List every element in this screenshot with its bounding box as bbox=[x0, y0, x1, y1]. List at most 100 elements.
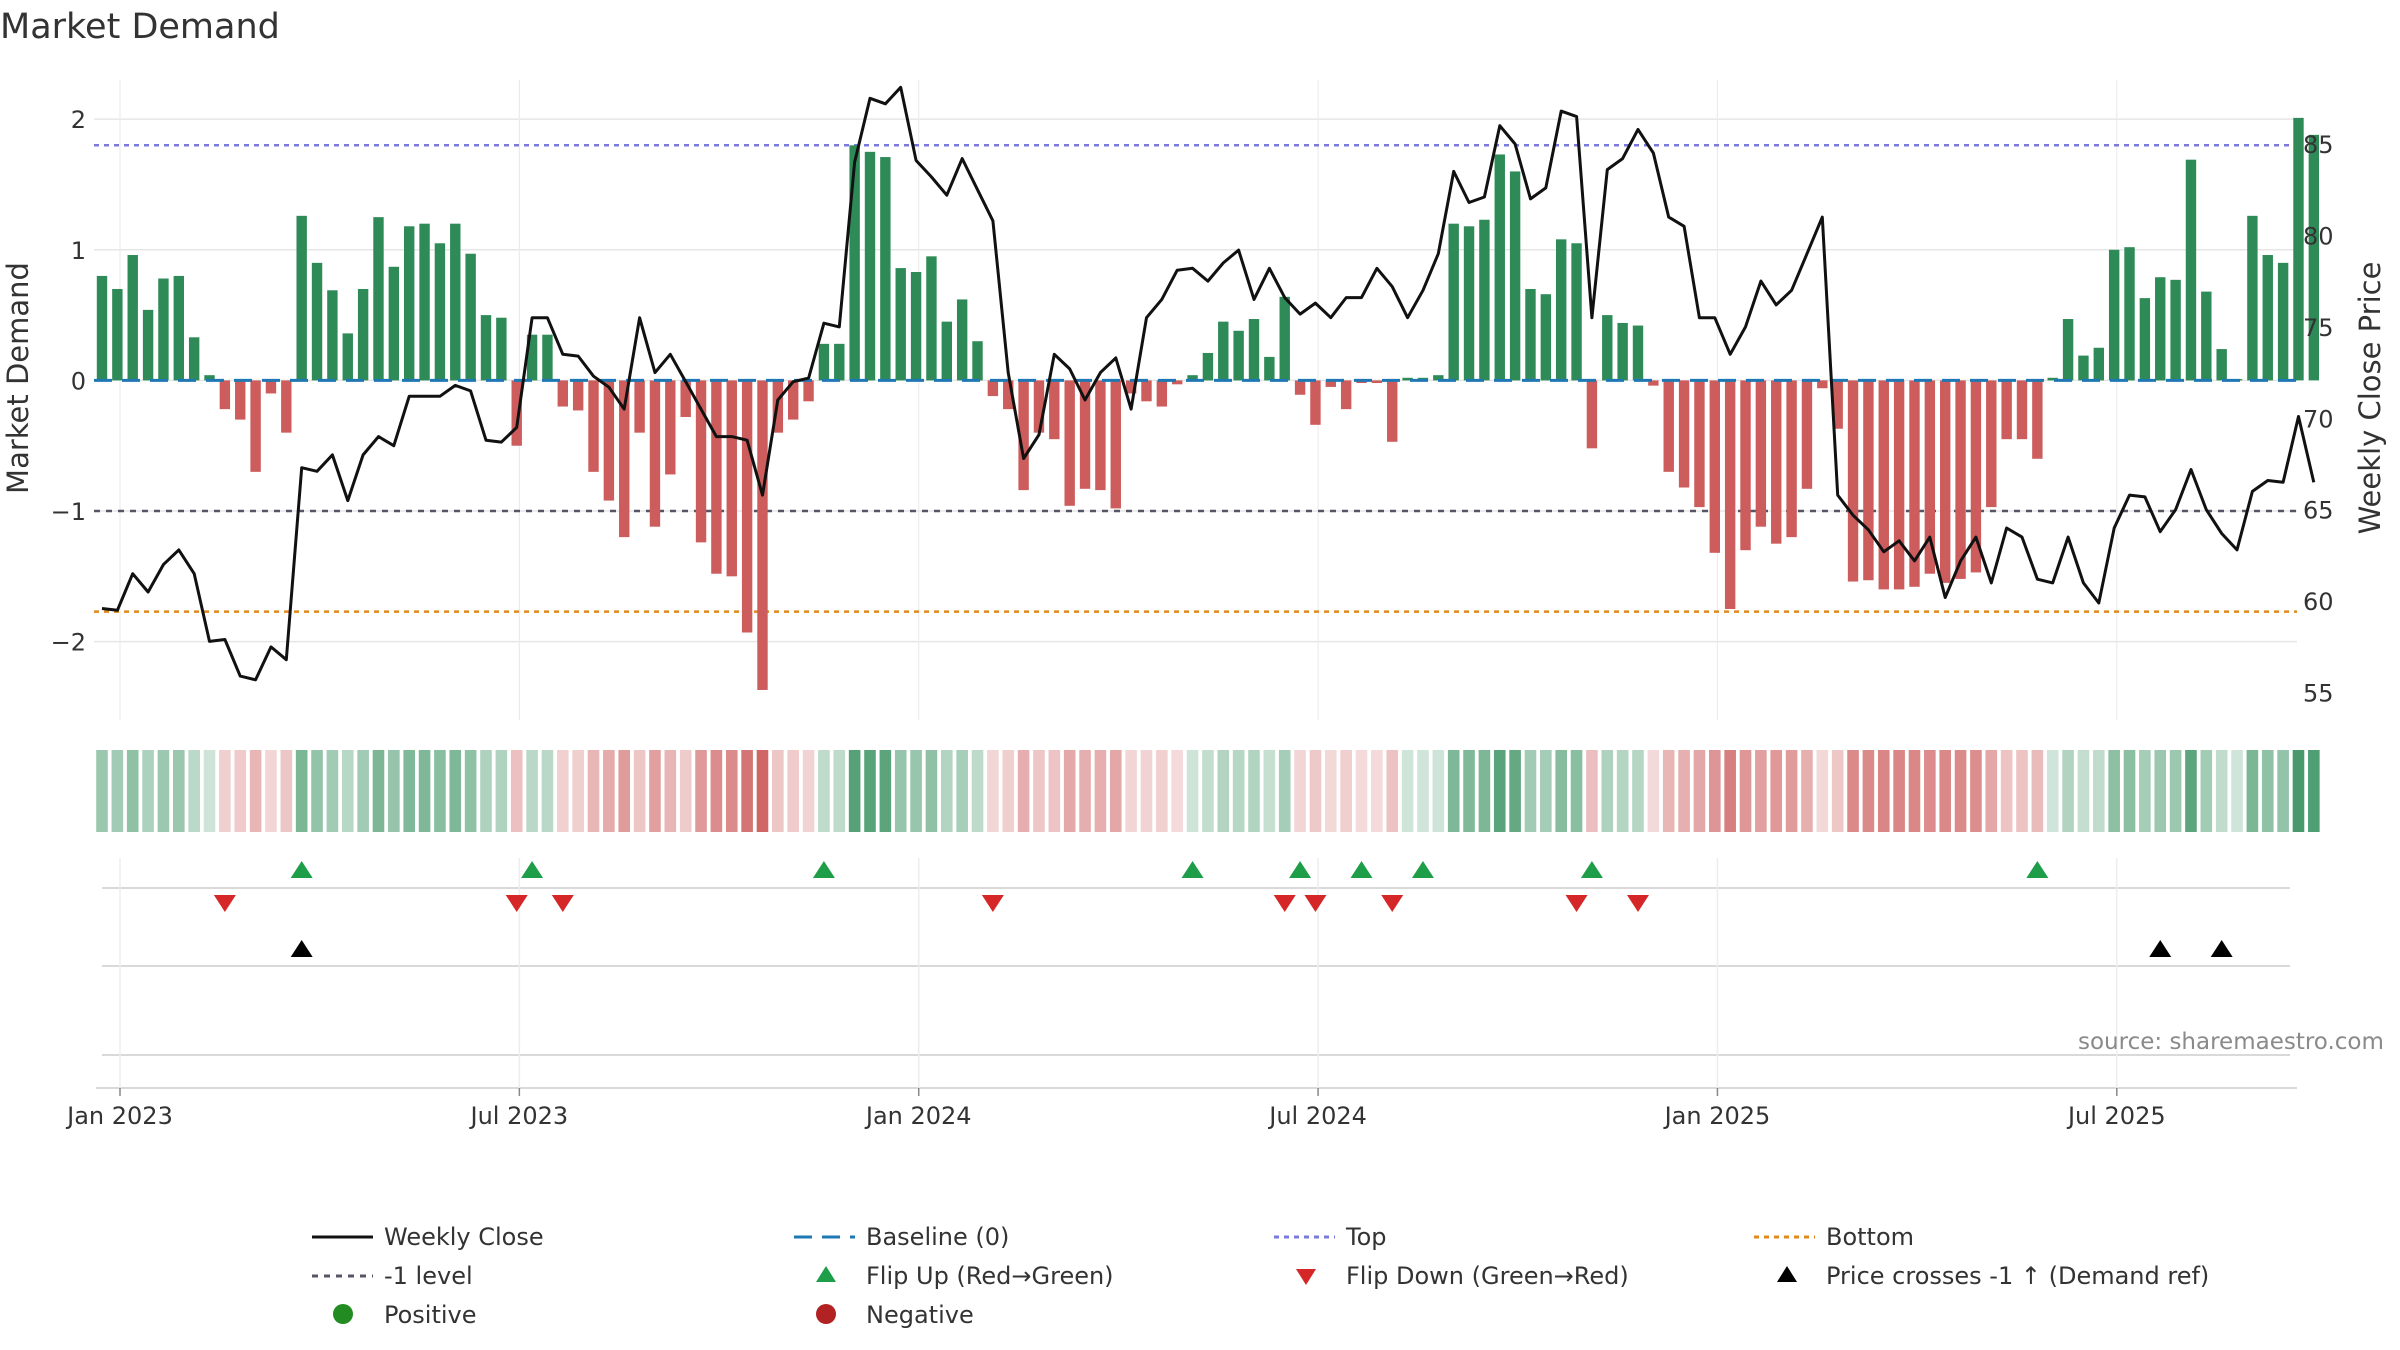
demand-bar bbox=[1125, 380, 1137, 394]
heat-cell bbox=[649, 750, 661, 832]
demand-bar bbox=[188, 337, 200, 381]
heat-cell bbox=[2093, 750, 2105, 832]
price-cross-marker bbox=[2149, 940, 2172, 957]
heat-cell bbox=[1847, 750, 1859, 832]
demand-bar bbox=[849, 145, 860, 381]
demand-bar bbox=[2016, 380, 2028, 440]
demand-bar bbox=[1970, 380, 1982, 573]
heat-cell bbox=[695, 750, 707, 832]
heat-cell bbox=[971, 750, 984, 832]
demand-bar bbox=[926, 256, 937, 381]
demand-bar bbox=[1371, 380, 1383, 384]
heat-cell bbox=[1171, 750, 1183, 832]
heat-cell bbox=[1985, 750, 1998, 832]
heat-cell bbox=[1432, 750, 1445, 832]
demand-bar bbox=[818, 343, 830, 381]
heat-cell bbox=[1524, 750, 1537, 832]
demand-bar bbox=[296, 215, 307, 381]
legend-swatch-positive bbox=[333, 1304, 353, 1324]
demand-bar bbox=[1817, 380, 1828, 389]
heat-cell bbox=[1478, 750, 1491, 832]
heat-cell bbox=[1816, 750, 1829, 832]
demand-bar bbox=[2277, 262, 2289, 381]
price-cross-marker bbox=[290, 940, 313, 957]
legend-label-minus-one: -1 level bbox=[384, 1262, 473, 1290]
flip-down-marker bbox=[1381, 895, 1404, 912]
y2-axis-label: Weekly Close Price bbox=[2353, 262, 2387, 535]
heat-cell bbox=[1709, 750, 1721, 832]
heat-cell bbox=[1063, 750, 1076, 832]
demand-bar bbox=[1218, 321, 1229, 381]
demand-bar bbox=[1433, 375, 1444, 381]
demand-bar bbox=[2001, 380, 2012, 440]
demand-bar bbox=[281, 380, 292, 433]
demand-bar bbox=[910, 272, 922, 381]
flip-down-marker bbox=[551, 895, 574, 912]
flip-down-marker bbox=[1627, 895, 1649, 912]
flip-up-marker bbox=[2026, 861, 2049, 878]
heat-cell bbox=[1755, 750, 1767, 832]
demand-bar bbox=[695, 380, 707, 543]
demand-bar bbox=[173, 275, 184, 381]
heat-cell bbox=[2277, 750, 2289, 832]
heat-cell bbox=[1893, 750, 1905, 832]
heat-cell bbox=[2077, 750, 2090, 832]
heat-cell bbox=[1509, 750, 1521, 832]
heat-cell bbox=[2185, 750, 2197, 832]
demand-bar bbox=[1602, 315, 1613, 381]
demand-bar bbox=[480, 315, 492, 381]
heat-cell bbox=[1094, 750, 1107, 832]
heat-cell bbox=[1109, 750, 1122, 832]
heat-cell bbox=[234, 750, 247, 832]
heat-cell bbox=[434, 750, 446, 832]
demand-bar bbox=[1079, 380, 1091, 489]
demand-bar bbox=[342, 333, 353, 381]
demand-bar bbox=[235, 380, 246, 420]
demand-bar bbox=[1049, 380, 1060, 440]
demand-bar bbox=[1018, 380, 1029, 491]
heat-cell bbox=[219, 750, 231, 832]
demand-bar bbox=[1755, 380, 1767, 527]
y-axis-left: 2 1 0 −1 −2 bbox=[51, 106, 86, 656]
demand-bar bbox=[603, 380, 615, 501]
heat-cell bbox=[142, 750, 154, 832]
legend-swatch-negative bbox=[816, 1304, 836, 1324]
demand-bar bbox=[526, 334, 538, 381]
demand-bar bbox=[450, 223, 461, 381]
x-tick-label: Jul 2024 bbox=[1267, 1102, 1367, 1130]
heat-cell bbox=[1678, 750, 1690, 832]
heat-cell bbox=[357, 750, 369, 832]
heat-cell bbox=[741, 750, 753, 832]
heat-cell bbox=[2154, 750, 2167, 832]
demand-bar bbox=[1387, 380, 1398, 442]
demand-bar bbox=[1955, 380, 1966, 579]
heat-cell bbox=[449, 750, 462, 832]
heat-cell bbox=[1924, 750, 1936, 832]
heat-cell bbox=[1586, 750, 1598, 832]
heat-cell bbox=[1140, 750, 1153, 832]
heat-cell bbox=[280, 750, 293, 832]
flip-up-marker bbox=[1411, 861, 1434, 878]
demand-bar bbox=[1187, 375, 1198, 381]
flip-up-marker bbox=[1181, 861, 1204, 878]
legend-label-top: Top bbox=[1345, 1223, 1387, 1251]
heat-cell bbox=[341, 750, 354, 832]
demand-bar bbox=[496, 317, 507, 381]
demand-bar bbox=[1141, 380, 1152, 402]
demand-bar bbox=[1940, 380, 1951, 583]
heat-cell bbox=[1831, 750, 1844, 832]
heat-cell bbox=[2200, 750, 2213, 832]
demand-bar bbox=[1556, 239, 1567, 381]
legend-label-flip-up: Flip Up (Red→Green) bbox=[866, 1262, 1114, 1290]
demand-bar bbox=[1878, 380, 1889, 590]
heat-cell bbox=[1447, 750, 1460, 832]
heat-cell bbox=[1048, 750, 1061, 832]
demand-bar bbox=[1156, 380, 1168, 407]
demand-bar bbox=[1448, 223, 1459, 381]
x-tick-label: Jan 2023 bbox=[65, 1102, 173, 1130]
x-tick-label: Jul 2023 bbox=[469, 1102, 569, 1130]
heat-cell bbox=[372, 750, 385, 832]
demand-bar bbox=[1233, 330, 1244, 381]
demand-bar bbox=[2216, 349, 2227, 381]
heat-cell bbox=[2308, 750, 2320, 832]
